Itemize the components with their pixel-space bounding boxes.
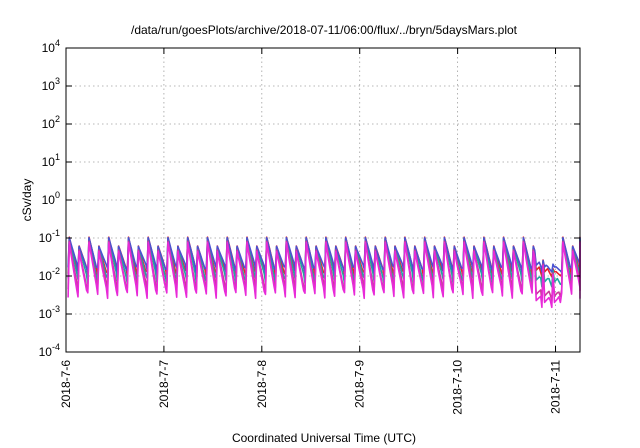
series-layer <box>67 236 581 309</box>
series-line <box>67 236 581 274</box>
tick-layer: 10-4 10-3 10-2 10-1 100 101 102 103 104 2018-7-6 2… <box>39 38 580 415</box>
y-axis-label: cSv/day <box>20 179 34 222</box>
y-tick-label: 10-4 <box>39 342 60 359</box>
y-tick-label: 10-3 <box>39 304 60 321</box>
y-tick-label: 10-2 <box>39 266 60 283</box>
y-tick-label: 103 <box>42 76 60 93</box>
x-tick-label: 2018-7-7 <box>157 360 171 408</box>
x-tick-label: 2018-7-8 <box>255 360 269 408</box>
series-line <box>67 241 581 309</box>
x-tick-label: 2018-7-9 <box>353 360 367 408</box>
y-tick-label: 101 <box>42 152 60 169</box>
chart-title: /data/run/goesPlots/archive/2018-07-11/0… <box>131 23 518 37</box>
x-tick-label: 2018-7-6 <box>59 360 73 408</box>
x-axis-label: Coordinated Universal Time (UTC) <box>232 431 416 445</box>
x-tick-label: 2018-7-10 <box>451 360 465 415</box>
y-tick-label: 100 <box>42 190 60 207</box>
grid-layer <box>66 48 580 352</box>
y-tick-label: 10-1 <box>39 228 60 245</box>
y-tick-label: 102 <box>42 114 60 131</box>
x-tick-label: 2018-7-11 <box>549 360 563 414</box>
y-tick-label: 104 <box>42 38 60 55</box>
series-line <box>67 237 581 288</box>
